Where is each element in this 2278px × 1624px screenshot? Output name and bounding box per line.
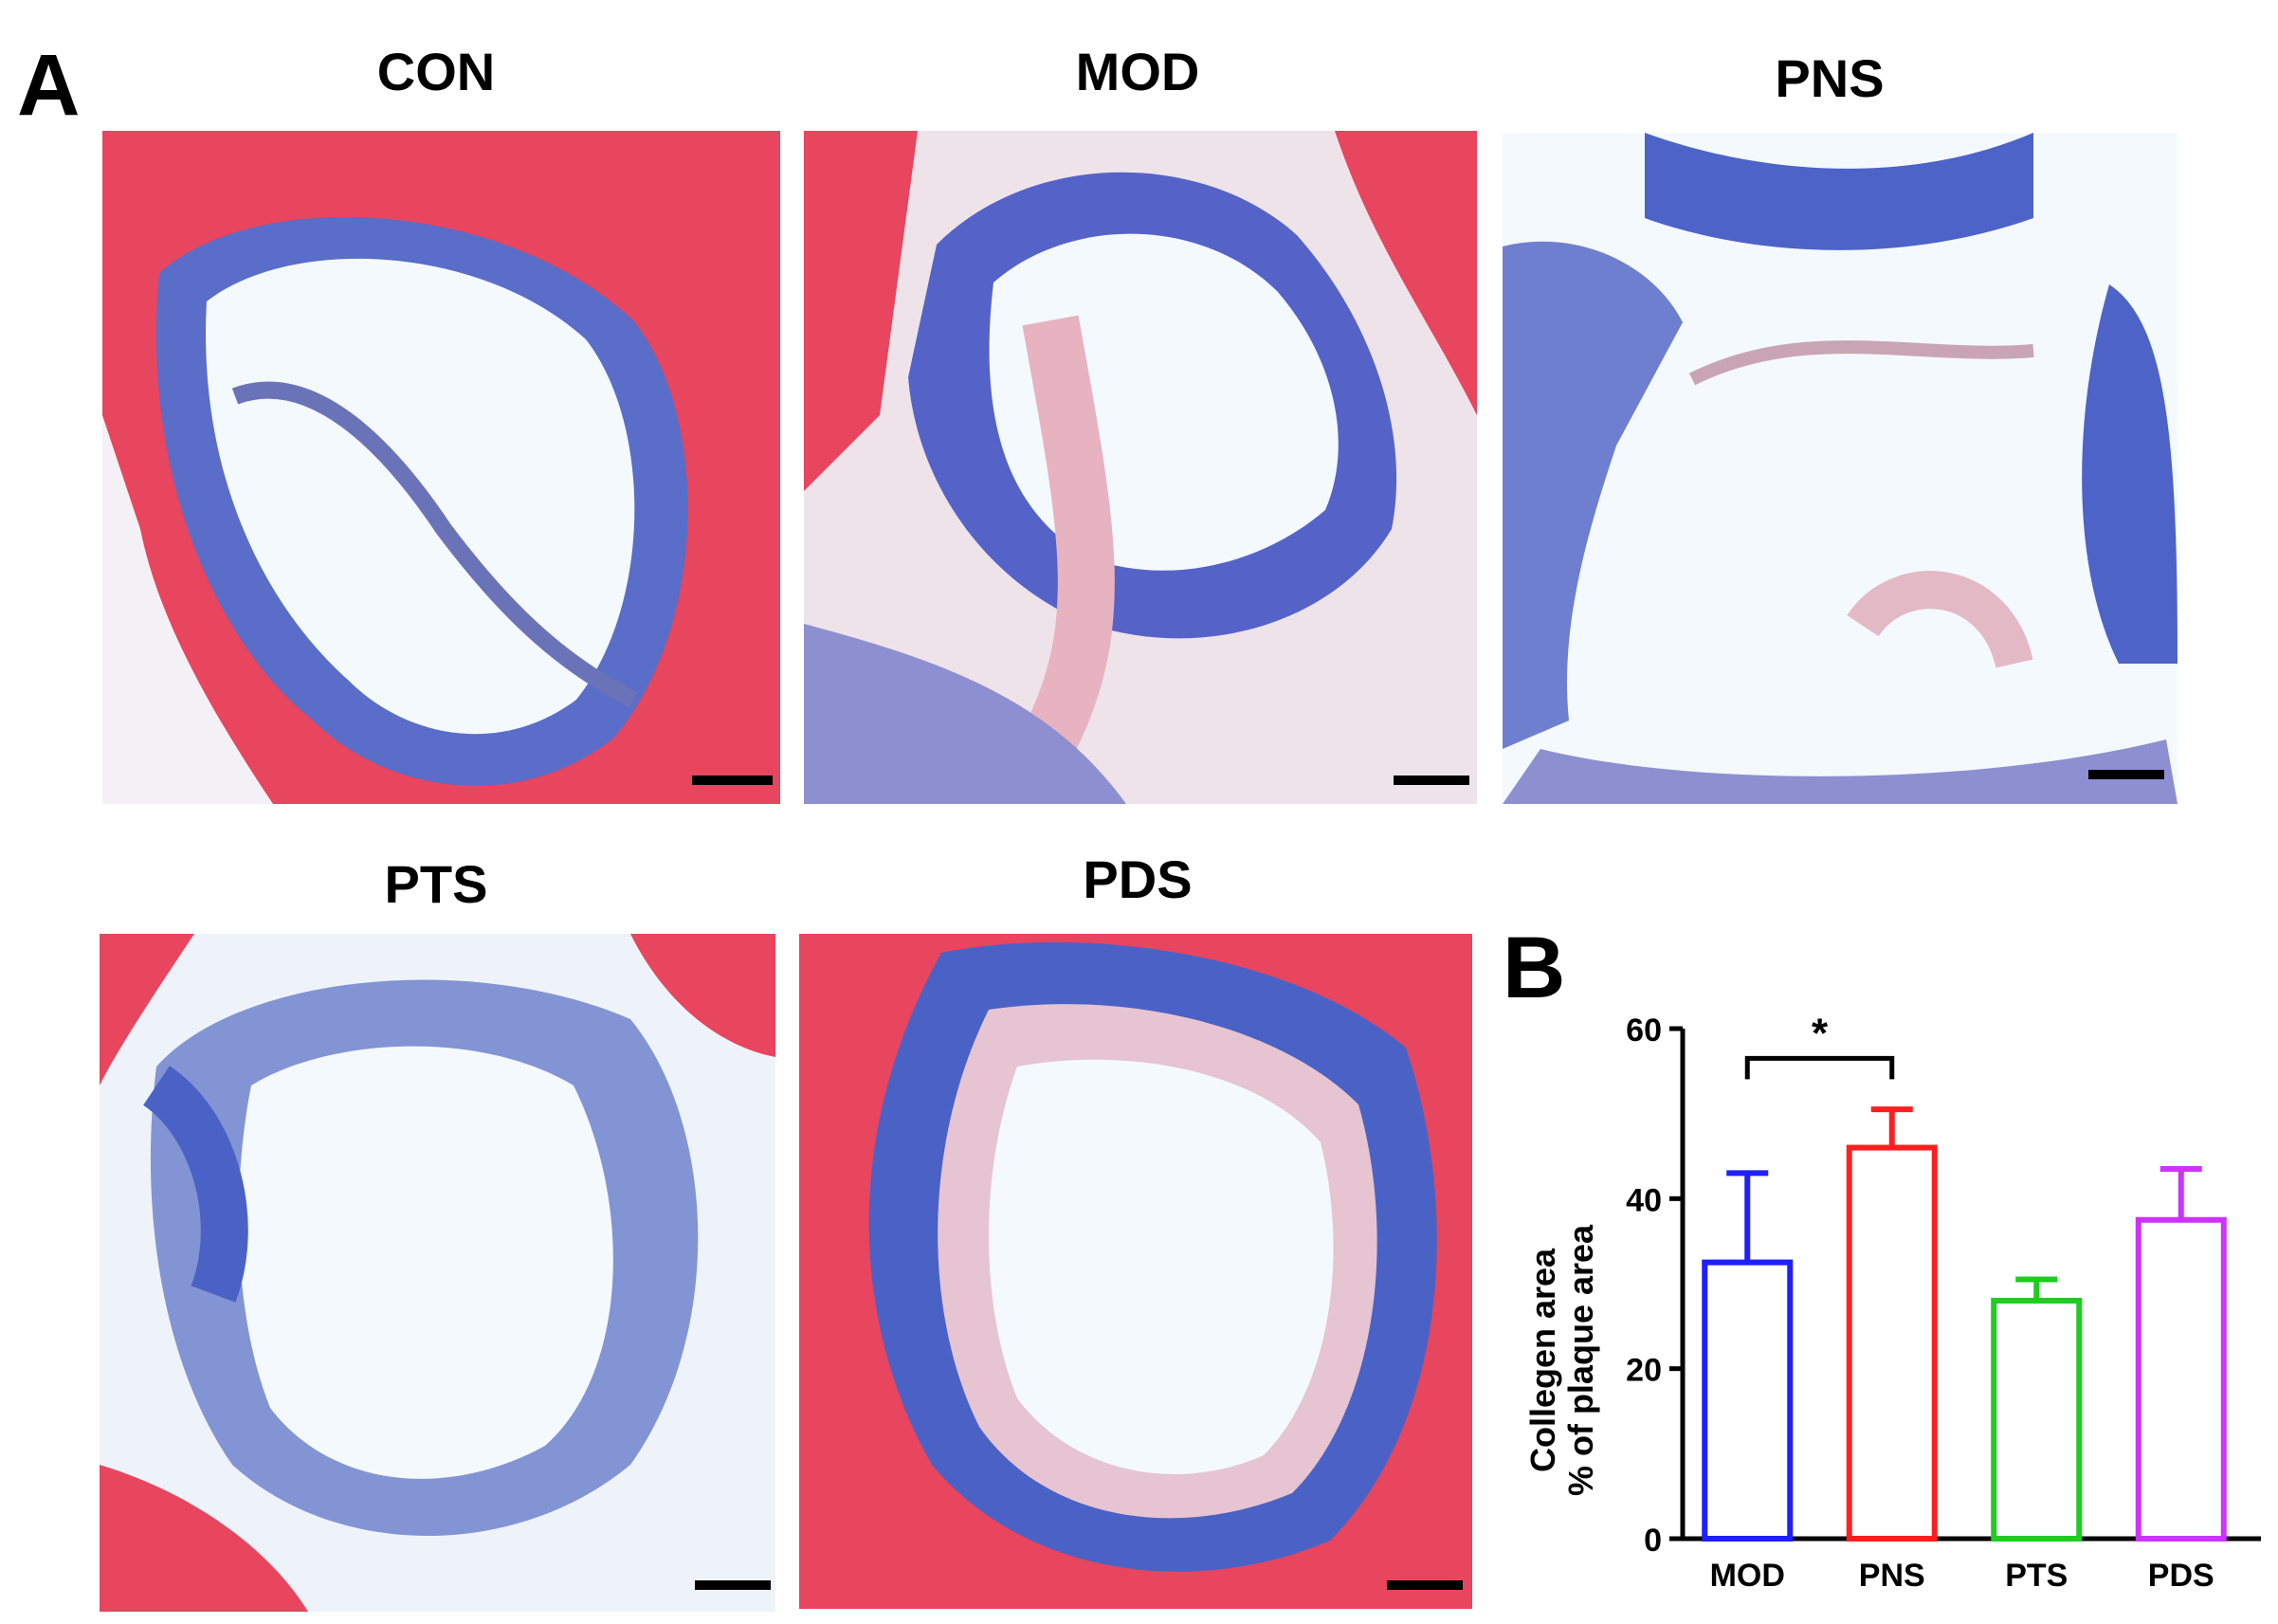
title-pts: PTS [384, 854, 488, 914]
y-tick-label: 60 [1626, 1013, 1662, 1049]
x-tick-label-mod: MOD [1710, 1558, 1785, 1594]
y-tick-label: 40 [1626, 1182, 1662, 1218]
x-tick-label-pts: PTS [2005, 1558, 2068, 1594]
y-axis-label-line1: Collegen area [1523, 1248, 1562, 1472]
micrograph-mod [804, 131, 1477, 804]
panel-a-label: A [17, 37, 81, 134]
title-pns: PNS [1775, 48, 1885, 108]
panel-b-label: B [1503, 920, 1566, 1016]
x-tick-label-pns: PNS [1859, 1558, 1925, 1594]
y-axis-label-line2: % of plaque area [1561, 1224, 1600, 1496]
y-tick-label: 20 [1626, 1353, 1662, 1389]
significance-star: * [1812, 1010, 1829, 1056]
title-pds: PDS [1083, 849, 1193, 909]
x-tick-label-pds: PDS [2148, 1558, 2214, 1594]
significance-bracket [1744, 1055, 1895, 1080]
micrograph-con [102, 131, 780, 804]
title-con: CON [376, 42, 496, 101]
bar-pns [1846, 1144, 1938, 1542]
collagen-bar-chart: Collegen area % of plaque area 0 20 40 60 MO… [1523, 1010, 2261, 1594]
bar-pts [1991, 1297, 2083, 1542]
bar-pds [2135, 1216, 2227, 1542]
micrograph-pts [100, 934, 775, 1612]
micrograph-pds [799, 934, 1472, 1609]
y-tick-label: 0 [1644, 1523, 1662, 1559]
micrograph-pns [1503, 133, 2178, 804]
bar-mod [1702, 1259, 1794, 1542]
title-mod: MOD [1075, 42, 1200, 101]
